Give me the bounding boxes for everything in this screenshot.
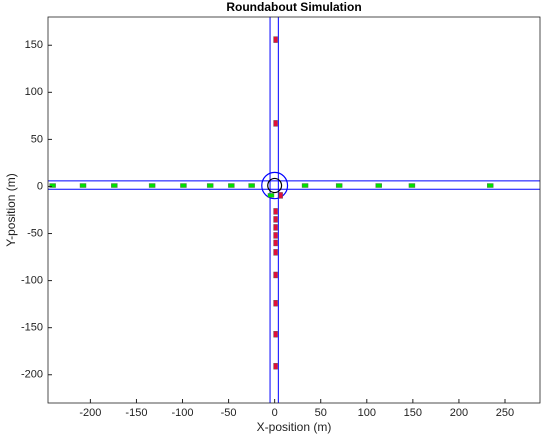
x-tick-label: 50 bbox=[315, 407, 327, 419]
y-tick-label: -150 bbox=[21, 322, 43, 334]
vehicle bbox=[273, 36, 278, 43]
y-tick-label: 100 bbox=[25, 86, 43, 98]
vehicle bbox=[273, 249, 278, 256]
vehicle bbox=[111, 183, 118, 188]
vehicle bbox=[487, 183, 494, 188]
x-tick-label: -150 bbox=[125, 407, 147, 419]
vehicle bbox=[273, 271, 278, 279]
vehicle bbox=[79, 183, 87, 188]
vehicle bbox=[273, 239, 278, 247]
vehicle bbox=[248, 183, 255, 188]
y-tick-label: 150 bbox=[25, 39, 43, 51]
y-axis-label: Y-position (m) bbox=[4, 173, 18, 247]
x-tick-label: 200 bbox=[450, 407, 468, 419]
x-tick-label: -200 bbox=[79, 407, 101, 419]
x-tick-label: 250 bbox=[496, 407, 514, 419]
vehicle bbox=[180, 183, 187, 188]
x-tick-label: -50 bbox=[221, 407, 237, 419]
roundabout bbox=[261, 171, 289, 200]
vehicle bbox=[273, 216, 278, 223]
x-tick-label: -100 bbox=[172, 407, 194, 419]
vehicle bbox=[375, 183, 382, 188]
x-axis-label: X-position (m) bbox=[257, 420, 332, 434]
vehicle bbox=[228, 183, 235, 188]
x-tick-label: 0 bbox=[272, 407, 278, 419]
vehicle bbox=[273, 224, 278, 231]
x-tick-label: 100 bbox=[358, 407, 376, 419]
y-tick-label: -200 bbox=[21, 369, 43, 381]
vehicle bbox=[273, 331, 278, 338]
vehicle bbox=[49, 183, 56, 188]
vehicle bbox=[273, 208, 278, 215]
vehicle bbox=[273, 363, 278, 370]
y-tick-label: 0 bbox=[37, 180, 43, 192]
vehicle bbox=[408, 183, 416, 188]
vehicle bbox=[206, 183, 214, 188]
vehicle bbox=[273, 232, 278, 239]
axes-box bbox=[47, 16, 541, 404]
vehicle bbox=[278, 192, 283, 199]
y-tick-label: 50 bbox=[31, 133, 43, 145]
vehicle bbox=[273, 300, 278, 307]
x-tick-label: 150 bbox=[404, 407, 422, 419]
chart-title: Roundabout Simulation bbox=[226, 0, 361, 14]
vehicle bbox=[301, 183, 309, 188]
vehicle bbox=[148, 183, 156, 188]
roundabout bbox=[267, 177, 283, 194]
vehicle bbox=[267, 193, 275, 198]
y-tick-label: -50 bbox=[27, 227, 43, 239]
vehicle bbox=[273, 120, 278, 127]
vehicle bbox=[335, 183, 343, 188]
y-tick-label: -100 bbox=[21, 275, 43, 287]
plot-area bbox=[48, 17, 540, 403]
